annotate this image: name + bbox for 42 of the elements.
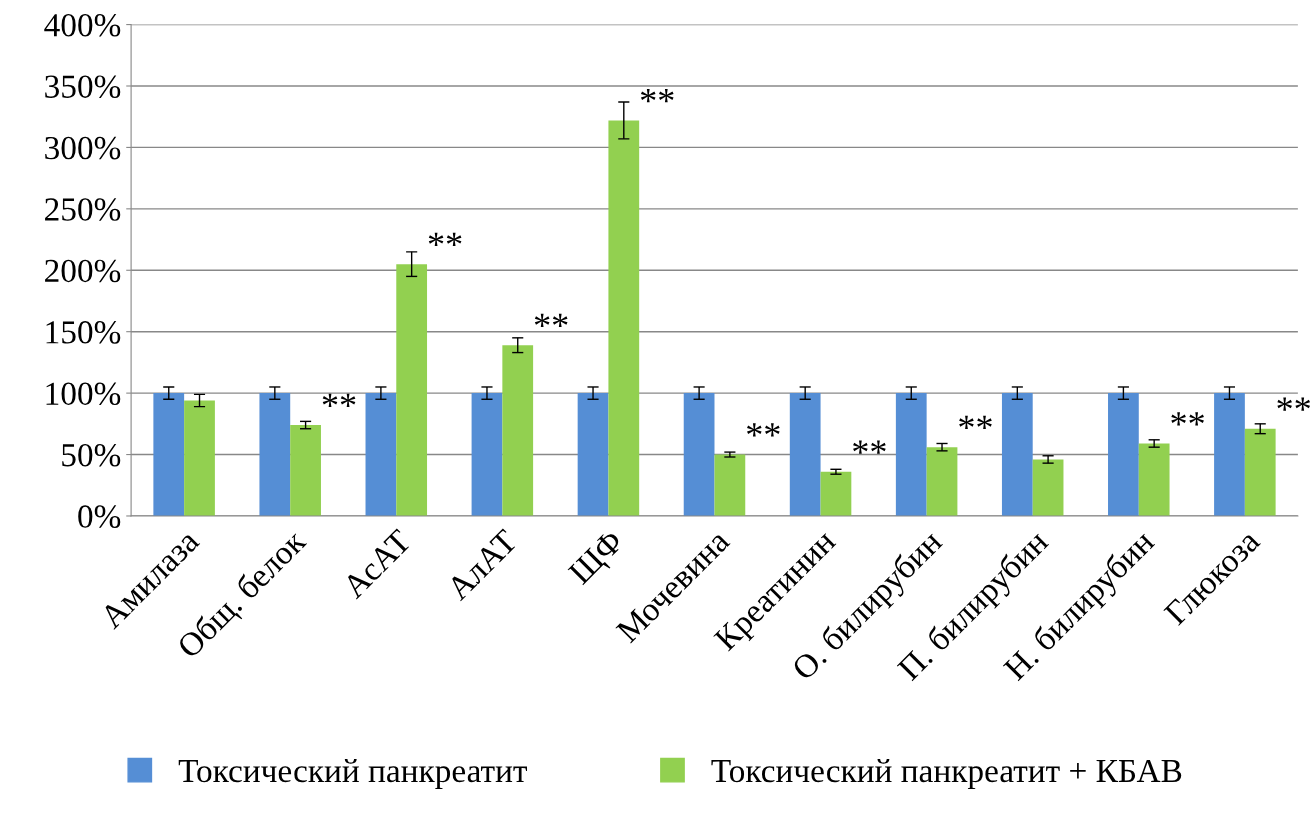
annotation: ** bbox=[1277, 397, 1310, 411]
bar bbox=[820, 471, 852, 516]
y-tick-label: 350% bbox=[45, 75, 121, 98]
bar bbox=[714, 454, 746, 516]
annotation: ** bbox=[959, 415, 992, 430]
annotation: ** bbox=[640, 89, 674, 103]
annotation: ** bbox=[853, 440, 886, 454]
bar bbox=[1214, 393, 1245, 516]
annotation: ** bbox=[1171, 412, 1204, 426]
y-tick-label: 150% bbox=[46, 321, 121, 344]
y-tick-label: 300% bbox=[45, 136, 121, 160]
bar bbox=[789, 393, 821, 516]
bar bbox=[502, 345, 534, 516]
bar bbox=[290, 425, 321, 516]
bar bbox=[1244, 428, 1276, 516]
y-tick-label: 50% bbox=[62, 443, 121, 467]
bar bbox=[895, 393, 927, 516]
annotation: ** bbox=[534, 313, 568, 328]
y-tick-label: 100% bbox=[46, 382, 121, 406]
legend-label: Токсический панкреатит + КБАВ bbox=[711, 759, 1182, 789]
bar bbox=[1108, 393, 1139, 516]
bar bbox=[184, 400, 215, 516]
bar bbox=[926, 447, 958, 516]
bar bbox=[259, 393, 291, 516]
y-tick-label: 0% bbox=[78, 505, 121, 528]
bar bbox=[577, 393, 609, 516]
annotation: ** bbox=[747, 423, 780, 437]
bar bbox=[1138, 443, 1170, 516]
bar bbox=[365, 393, 397, 516]
bar bbox=[153, 393, 185, 516]
y-tick-label: 400% bbox=[44, 13, 121, 37]
annotation: ** bbox=[428, 232, 462, 247]
bar bbox=[396, 264, 428, 516]
annotation: ** bbox=[322, 393, 356, 407]
bar bbox=[683, 393, 715, 516]
legend-label: Токсический панкреатит bbox=[178, 759, 527, 789]
bar bbox=[608, 120, 640, 516]
bar bbox=[1032, 459, 1064, 516]
y-tick-label: 250% bbox=[45, 198, 121, 221]
bar bbox=[1001, 393, 1033, 516]
bar bbox=[471, 393, 503, 516]
y-tick-label: 200% bbox=[45, 259, 121, 283]
